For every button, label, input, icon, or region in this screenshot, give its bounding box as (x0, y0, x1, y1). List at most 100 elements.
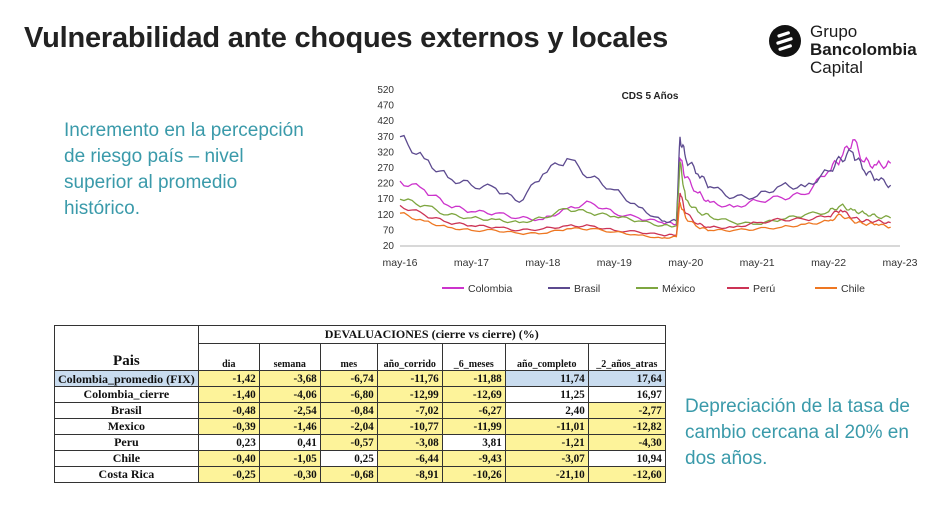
value-cell: -0,84 (319, 402, 378, 419)
table-column-header-row: dia semana mes año_corrido _6_meses año_compl… (55, 343, 666, 371)
country-cell: Colombia_promedio (FIX) (54, 370, 199, 387)
value-cell: -0,39 (197, 418, 260, 435)
series-line-chile (399, 202, 891, 239)
y-tick-label: 70 (383, 225, 395, 236)
page-title: Vulnerabilidad ante choques externos y l… (24, 22, 669, 54)
legend-label: Perú (753, 283, 775, 295)
column-header: semana (258, 343, 321, 371)
legend-label: Colombia (468, 283, 513, 295)
table-row: Peru 0,23 0,41 -0,57 -3,08 3,81 -1,21 -4,30 (54, 434, 666, 451)
column-header: año_corrido (376, 343, 443, 371)
x-tick-label: may-17 (454, 257, 489, 269)
y-tick-label: 170 (377, 194, 394, 205)
country-column-header: Pais (54, 325, 199, 371)
value-cell: -8,91 (376, 466, 443, 483)
country-cell: Mexico (54, 418, 199, 435)
y-tick-label: 20 (383, 241, 395, 252)
country-cell: Chile (54, 450, 199, 467)
value-cell: -10,77 (376, 418, 443, 435)
value-cell: -1,46 (258, 418, 321, 435)
legend-label: Brasil (574, 283, 600, 295)
value-cell: -1,40 (197, 386, 260, 403)
value-cell: -21,10 (504, 466, 589, 483)
value-cell: -11,76 (376, 370, 443, 387)
value-cell: -10,26 (441, 466, 506, 483)
table-header-row: Pais DEVALUACIONES (cierre vs cierre) (%) (54, 325, 666, 371)
value-cell: -2,54 (258, 402, 321, 419)
y-tick-label: 520 (377, 85, 394, 96)
value-cell: -2,04 (319, 418, 378, 435)
table-row: Mexico -0,39 -1,46 -2,04 -10,77 -11,99 -11,01-… (54, 418, 666, 435)
series-line-perú (399, 192, 891, 237)
cds-line-chart: 520 470 420 370 320 270 220 170 120 70 20 may-16 ma… (377, 85, 917, 295)
table-row: Colombia_promedio (FIX) -1,42 -3,68 -6,74 -1… (54, 370, 666, 387)
country-cell: Costa Rica (54, 466, 199, 483)
value-cell: -9,43 (441, 450, 506, 467)
y-tick-label: 120 (377, 210, 394, 221)
y-tick-label: 320 (377, 147, 394, 158)
logo-line-grupo: Grupo (810, 22, 858, 41)
logo-line-bancolombia: Bancolombia (810, 40, 917, 59)
value-cell: 0,23 (197, 434, 260, 451)
series-line-brasil (399, 134, 892, 224)
logo-line-capital: Capital (810, 58, 863, 77)
table-row: Chile -0,40 -1,05 0,25 -6,44 -9,43 -3,07 10,94 (54, 450, 666, 467)
risk-callout-text: Incremento en la percepción de riesgo pa… (64, 120, 304, 219)
table-row: Costa Rica -0,25 -0,30 -0,68 -8,91 -10,26 -21,… (54, 466, 666, 483)
column-header: _6_meses (441, 343, 506, 371)
value-cell: -1,05 (258, 450, 321, 467)
column-header: _2_años_atras (587, 343, 666, 371)
value-cell: -12,69 (441, 386, 506, 403)
value-cell: -0,25 (197, 466, 260, 483)
y-tick-label: 370 (377, 132, 394, 143)
value-cell: 3,81 (441, 434, 506, 451)
value-cell: -0,48 (197, 402, 260, 419)
value-cell: -6,27 (441, 402, 506, 419)
value-cell: 10,94 (587, 450, 666, 467)
value-cell: -0,57 (319, 434, 378, 451)
value-cell: 11,25 (504, 386, 589, 403)
value-cell: -3,07 (504, 450, 589, 467)
column-header: dia (197, 343, 260, 371)
value-cell: -0,40 (197, 450, 260, 467)
value-cell: -0,68 (319, 466, 378, 483)
x-tick-label: may-18 (525, 257, 560, 269)
value-cell: -4,06 (258, 386, 321, 403)
country-cell: Brasil (54, 402, 199, 419)
value-cell: -11,01 (504, 418, 589, 435)
value-cell: -12,99 (376, 386, 443, 403)
devaluation-group-header: DEVALUACIONES (cierre vs cierre) (%) (197, 325, 666, 344)
x-tick-label: may-16 (382, 257, 417, 269)
value-cell: -1,42 (197, 370, 260, 387)
y-tick-label: 420 (377, 116, 394, 127)
value-cell: -11,99 (441, 418, 506, 435)
series-line-colombia (399, 139, 892, 226)
y-tick-label: 270 (377, 163, 394, 174)
value-cell: 11,74 (504, 370, 589, 387)
value-cell: -0,30 (258, 466, 321, 483)
value-cell: -7,02 (376, 402, 443, 419)
legend-label: México (662, 283, 695, 295)
value-cell: -4,30 (587, 434, 666, 451)
value-cell: -1,21 (504, 434, 589, 451)
value-cell: -3,08 (376, 434, 443, 451)
value-cell: 0,25 (319, 450, 378, 467)
y-tick-label: 470 (377, 101, 394, 112)
x-tick-label: may-23 (882, 257, 917, 269)
table-row: Colombia_cierre -1,40 -4,06 -6,80 -12,99 -12,… (54, 386, 666, 403)
y-tick-label: 220 (377, 179, 394, 190)
x-tick-label: may-19 (597, 257, 632, 269)
column-header: mes (319, 343, 378, 371)
value-cell: -12,82 (587, 418, 666, 435)
value-cell: -2,77 (587, 402, 666, 419)
value-cell: -11,88 (441, 370, 506, 387)
value-cell: -6,44 (376, 450, 443, 467)
value-cell: -3,68 (258, 370, 321, 387)
table-row: Brasil -0,48 -2,54 -0,84 -7,02 -6,27 2,40 -2,77 (54, 402, 666, 419)
value-cell: 0,41 (258, 434, 321, 451)
value-cell: 16,97 (587, 386, 666, 403)
column-header: año_completo (504, 343, 589, 371)
series-line-méxico (399, 161, 892, 228)
legend-label: Chile (841, 283, 865, 295)
x-tick-label: may-22 (811, 257, 846, 269)
